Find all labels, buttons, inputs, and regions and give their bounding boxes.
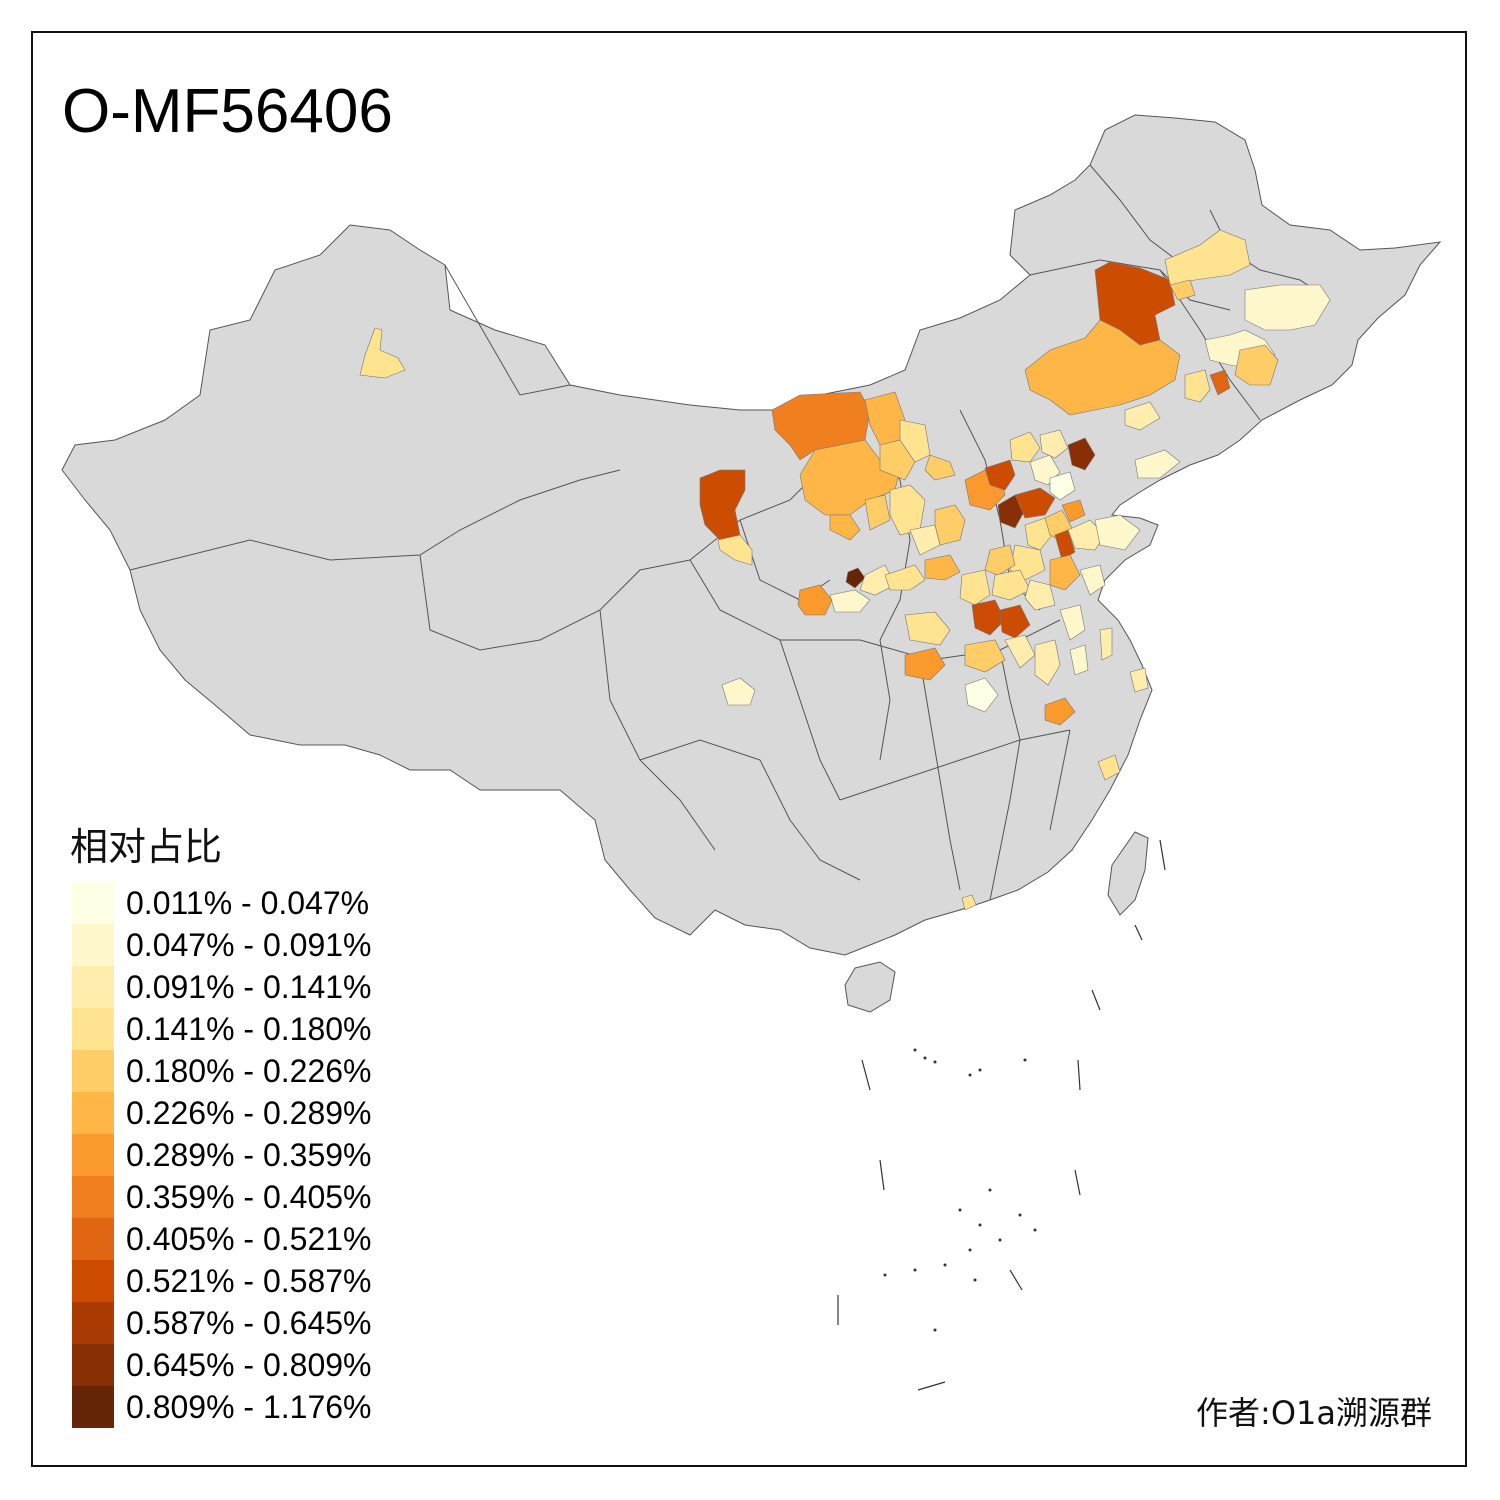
region-sd-a: [1024, 517, 1053, 551]
region-jl-c: [1234, 344, 1279, 386]
region-js-a: [1099, 627, 1113, 661]
map-title: O-MF56406: [62, 77, 393, 146]
region-js-b: [1069, 644, 1089, 676]
legend-swatch: [72, 1008, 114, 1050]
region-hebei-a: [1014, 487, 1056, 519]
legend-label: 0.645% - 0.809%: [126, 1347, 372, 1383]
legend-label: 0.180% - 0.226%: [126, 1053, 372, 1089]
legend-title: 相对占比: [70, 825, 223, 869]
legend-label: 0.587% - 0.645%: [126, 1305, 372, 1341]
legend-label: 0.521% - 0.587%: [126, 1263, 372, 1299]
region-nm-e4: [1169, 279, 1196, 301]
legend-label: 0.141% - 0.180%: [126, 1011, 372, 1047]
region-hebei-e: [1049, 471, 1076, 501]
legend-swatch: [72, 924, 114, 966]
region-shaanxi-h: [884, 564, 926, 591]
region-shanxi-a: [924, 554, 961, 581]
region-sd-c: [1054, 529, 1076, 561]
region-beijing-dark: [1067, 437, 1096, 471]
region-shaanxi-g: [829, 589, 871, 613]
legend-swatch: [72, 966, 114, 1008]
region-ln-a: [1184, 369, 1211, 403]
region-sd-h: [1079, 564, 1106, 596]
region-hn-c: [1024, 579, 1056, 611]
legend-label: 0.047% - 0.091%: [126, 927, 372, 963]
region-nm-b: [799, 439, 901, 516]
region-dark-spot: [845, 567, 866, 589]
region-shanxi-dark: [997, 494, 1026, 529]
region-hebei-d: [1039, 429, 1069, 459]
legend-label: 0.226% - 0.289%: [126, 1095, 372, 1131]
region-sichuan: [721, 677, 756, 706]
legend-swatch: [72, 882, 114, 924]
region-gansu-b: [797, 584, 833, 616]
legend-swatch: [72, 1386, 114, 1428]
region-jl-a: [1244, 284, 1331, 331]
south-sea-dashes: [837, 839, 1166, 1391]
taiwan: [1107, 831, 1149, 916]
hainan: [844, 961, 896, 1013]
region-xinjiang: [359, 327, 406, 379]
region-zj-a: [1097, 754, 1121, 781]
region-hn-j: [904, 647, 946, 681]
legend-swatch: [72, 1302, 114, 1344]
legend-swatch: [72, 1134, 114, 1176]
region-fj-a: [961, 894, 977, 911]
region-ln-b: [1209, 369, 1231, 396]
region-nm-e: [899, 419, 931, 463]
region-hn-a: [984, 544, 1016, 576]
region-hn-d: [959, 569, 991, 606]
region-hn-b: [991, 569, 1031, 601]
region-ningxia: [699, 469, 746, 541]
region-hn-e: [971, 599, 1006, 636]
legend-swatch: [72, 1218, 114, 1260]
legend-swatch: [72, 1176, 114, 1218]
region-ah-b: [1059, 604, 1086, 641]
legend-swatch: [72, 1092, 114, 1134]
region-hn-i: [904, 611, 951, 646]
region-hn-f: [999, 604, 1031, 639]
region-nm-d: [879, 439, 916, 481]
region-sd-f: [1061, 499, 1086, 523]
region-sd-g: [1049, 554, 1081, 591]
map-frame: [31, 31, 1467, 1467]
legend-label: 0.091% - 0.141%: [126, 969, 372, 1005]
region-ah-a: [1034, 639, 1061, 686]
legend-swatch: [72, 1344, 114, 1386]
region-shaanxi-b: [829, 514, 861, 541]
region-nm-e2: [1024, 319, 1181, 416]
legend-label: 0.405% - 0.521%: [126, 1221, 372, 1257]
author-credit: 作者:O1a溯源群: [1196, 1394, 1432, 1432]
region-shaanxi-d: [934, 504, 966, 546]
region-sd-e: [1094, 514, 1141, 551]
legend-swatch: [72, 1050, 114, 1092]
colored-regions: [359, 229, 1331, 911]
region-ah-c: [1044, 697, 1076, 726]
region-hn-g: [964, 639, 1006, 673]
legend-label: 0.011% - 0.047%: [126, 885, 370, 921]
legend-label: 0.289% - 0.359%: [126, 1137, 372, 1173]
legend-label: 0.359% - 0.405%: [126, 1179, 372, 1215]
south-sea-islands: [883, 1048, 1037, 1332]
region-ln-d: [1134, 449, 1181, 479]
region-shanxi-c: [984, 459, 1016, 491]
legend-swatch: [72, 1260, 114, 1302]
region-ln-c: [1124, 401, 1161, 431]
legend-label: 0.809% - 1.176%: [126, 1389, 372, 1425]
region-hb-a: [964, 677, 999, 713]
region-shaanxi-f: [859, 564, 896, 596]
region-nm-f: [924, 454, 956, 481]
region-shaanxi-e: [864, 494, 891, 531]
region-js-c: [1129, 667, 1149, 693]
region-gansu-a: [717, 534, 753, 566]
region-hebei-b: [1009, 431, 1041, 463]
